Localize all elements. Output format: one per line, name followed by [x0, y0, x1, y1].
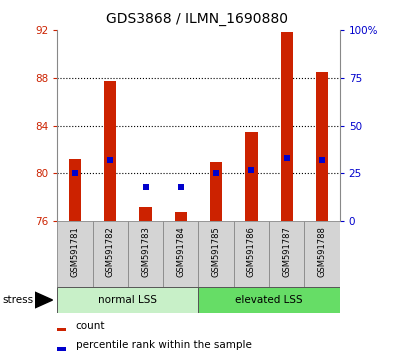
Bar — [57, 328, 66, 331]
Bar — [199, 287, 340, 313]
Text: GSM591788: GSM591788 — [318, 226, 327, 277]
Bar — [269, 221, 305, 287]
Bar — [128, 221, 163, 287]
Bar — [175, 212, 187, 221]
Text: percentile rank within the sample: percentile rank within the sample — [75, 341, 252, 350]
Bar — [139, 207, 152, 221]
Bar — [305, 221, 340, 287]
Text: GSM591784: GSM591784 — [176, 226, 185, 276]
Bar — [210, 161, 222, 221]
Polygon shape — [35, 292, 53, 308]
Text: GSM591782: GSM591782 — [106, 226, 115, 276]
Bar — [92, 221, 128, 287]
Point — [107, 157, 113, 163]
Bar — [163, 221, 198, 287]
Bar — [199, 221, 234, 287]
Text: normal LSS: normal LSS — [98, 295, 157, 305]
Bar — [69, 159, 81, 221]
Text: elevated LSS: elevated LSS — [235, 295, 303, 305]
Point — [319, 157, 325, 163]
Bar — [104, 81, 117, 221]
Text: count: count — [75, 321, 105, 331]
Bar — [57, 221, 92, 287]
Bar — [245, 132, 258, 221]
Bar — [57, 287, 199, 313]
Bar — [280, 33, 293, 221]
Point — [248, 167, 255, 172]
Bar — [234, 221, 269, 287]
Point — [213, 171, 219, 176]
Text: GDS3868 / ILMN_1690880: GDS3868 / ILMN_1690880 — [107, 12, 288, 27]
Text: GSM591785: GSM591785 — [212, 226, 221, 276]
Point — [284, 155, 290, 161]
Point — [178, 184, 184, 190]
Text: GSM591783: GSM591783 — [141, 226, 150, 277]
Text: stress: stress — [2, 295, 33, 305]
Text: GSM591781: GSM591781 — [70, 226, 79, 276]
Text: GSM591786: GSM591786 — [247, 226, 256, 277]
Bar — [316, 72, 328, 221]
Text: GSM591787: GSM591787 — [282, 226, 291, 277]
Point — [72, 171, 78, 176]
Bar — [57, 348, 66, 351]
Point — [142, 184, 149, 190]
